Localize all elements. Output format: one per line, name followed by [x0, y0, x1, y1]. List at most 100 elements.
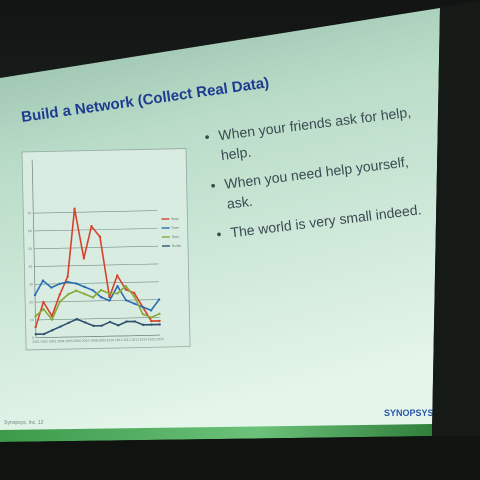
y-tick-label: 60 — [28, 229, 32, 233]
data-point — [92, 324, 95, 328]
y-tick-label: 50 — [28, 247, 32, 251]
data-point — [33, 293, 37, 297]
gridline — [33, 228, 158, 232]
data-point — [99, 288, 103, 292]
data-point — [75, 317, 79, 321]
data-point — [158, 323, 161, 326]
x-tick-label: 2015 — [148, 337, 156, 341]
y-axis — [31, 159, 37, 338]
x-tick-label: 2013 — [131, 338, 139, 342]
data-point — [66, 280, 69, 284]
data-point — [42, 307, 45, 311]
data-point — [158, 312, 161, 315]
data-point — [116, 292, 119, 295]
data-point — [124, 299, 128, 302]
data-point — [82, 257, 86, 260]
slide-footer: Synopsys, Inc. 12 — [4, 420, 44, 426]
data-point — [98, 235, 102, 238]
data-point — [50, 318, 54, 321]
data-point — [66, 275, 69, 278]
data-point — [34, 332, 38, 336]
data-point — [99, 296, 103, 299]
data-point — [157, 298, 161, 301]
data-point — [133, 320, 136, 323]
data-point — [67, 321, 70, 325]
bullet-marker: • — [210, 177, 217, 193]
data-point — [133, 295, 136, 298]
data-point — [74, 282, 78, 285]
bullet-marker: • — [216, 226, 223, 242]
y-tick-label: 20 — [29, 300, 33, 304]
screen-right-edge — [432, 0, 480, 436]
x-tick-label: 2012 — [123, 338, 131, 342]
data-point — [108, 295, 111, 299]
gridline — [35, 317, 160, 321]
data-point — [158, 319, 161, 323]
x-tick-label: 2016 — [156, 337, 164, 341]
data-point — [83, 292, 86, 296]
bullet-line: help. — [220, 144, 252, 164]
data-point — [125, 320, 128, 323]
data-point — [100, 324, 103, 327]
data-point — [59, 325, 62, 328]
data-point — [124, 288, 128, 291]
y-tick-label: 10 — [30, 318, 34, 322]
data-point — [108, 320, 112, 324]
data-point — [150, 319, 153, 323]
data-point — [150, 323, 153, 326]
data-point — [91, 289, 94, 292]
x-tick-label: 2010 — [106, 338, 114, 342]
bullet-line: ask. — [226, 193, 253, 212]
x-tick-label: 2007 — [82, 339, 90, 343]
y-tick-label: 30 — [29, 282, 33, 286]
x-tick-label: 2005 — [65, 339, 73, 343]
synopsys-logo: SYNOPSYS — [384, 408, 434, 418]
y-tick-label: 40 — [29, 265, 33, 269]
data-point — [75, 289, 78, 292]
gridline — [34, 245, 159, 250]
data-point — [42, 300, 45, 304]
data-point — [116, 274, 119, 277]
legend-label: Bugs — [171, 217, 179, 221]
data-point — [90, 225, 93, 228]
x-tick-label: 2001 — [32, 340, 40, 344]
series-line-tests — [34, 285, 160, 321]
data-point — [108, 299, 111, 302]
y-tick-label: 0 — [32, 336, 34, 340]
legend-label: Tests — [171, 235, 180, 239]
series-line-builds — [35, 318, 160, 335]
room-floor — [0, 436, 480, 480]
gridline — [34, 263, 159, 267]
legend-label: Builds — [172, 244, 182, 248]
x-tick-label: 2003 — [49, 339, 57, 343]
data-point — [83, 321, 87, 324]
data-point — [116, 284, 119, 288]
data-point — [141, 312, 145, 316]
x-tick-label: 2011 — [115, 338, 123, 342]
data-point — [41, 279, 45, 282]
data-point — [133, 302, 136, 305]
x-tick-label: 2009 — [98, 338, 106, 342]
data-point — [141, 323, 145, 327]
data-point — [58, 282, 61, 286]
data-point — [58, 293, 61, 296]
series-line-bugs — [34, 207, 160, 328]
y-tick-label: 70 — [27, 211, 31, 215]
data-point — [66, 293, 70, 296]
data-point — [42, 332, 46, 336]
data-point — [34, 325, 37, 329]
data-point — [124, 284, 127, 288]
x-tick-label: 2004 — [57, 339, 65, 343]
x-tick-label: 2006 — [73, 339, 81, 343]
legend-label: Fixes — [172, 226, 180, 230]
data-point — [51, 329, 54, 332]
data-point — [34, 315, 37, 318]
data-point — [73, 207, 76, 210]
data-point — [58, 300, 62, 303]
data-point — [149, 309, 153, 312]
x-axis — [35, 334, 160, 339]
x-tick-label: 2008 — [90, 338, 98, 342]
